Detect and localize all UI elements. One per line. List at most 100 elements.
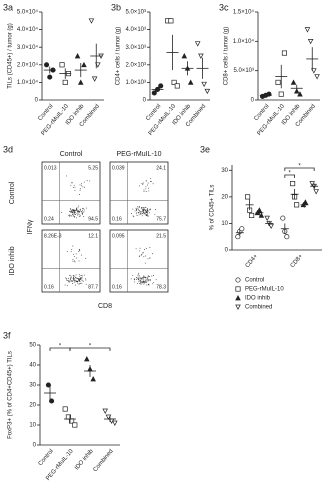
point (294, 202, 300, 208)
point (45, 382, 51, 388)
event-dot (81, 254, 82, 256)
event-dot (136, 211, 138, 213)
event-dot (73, 280, 75, 282)
event-dot (77, 281, 79, 283)
event-dot (83, 216, 85, 217)
point (245, 194, 251, 200)
event-dot (70, 211, 71, 213)
panel-label: 3b (111, 2, 121, 12)
y-tick-label: 3.0×10³ (125, 45, 146, 51)
event-dot (148, 187, 149, 189)
event-dot (145, 213, 147, 215)
event-dot (147, 276, 149, 278)
event-dot (143, 189, 145, 191)
event-dot (78, 210, 80, 212)
event-dot (150, 178, 152, 180)
event-dot (79, 249, 81, 251)
event-dot (82, 209, 84, 211)
point (302, 199, 309, 205)
point (168, 18, 174, 24)
event-dot (78, 216, 80, 217)
event-dot (145, 210, 147, 212)
event-dot (140, 213, 142, 214)
event-dot (139, 210, 141, 212)
point (43, 62, 50, 68)
column-header: Control (60, 151, 83, 158)
x-tick-label: Control (38, 448, 55, 467)
y-tick-label: 5.0×10⁴ (17, 9, 39, 16)
event-dot (81, 280, 83, 281)
event-dot (139, 211, 141, 213)
point (181, 53, 188, 59)
event-dot (141, 253, 143, 255)
event-dot (140, 277, 142, 279)
event-dot (73, 255, 75, 257)
event-dot (72, 187, 74, 188)
event-dot (140, 282, 142, 284)
event-dot (132, 208, 134, 210)
event-dot (151, 253, 153, 255)
significance-label: * (298, 164, 301, 170)
quadrant-value: 8.26E-3 (44, 233, 62, 239)
event-dot (72, 280, 74, 282)
event-dot (148, 209, 150, 211)
event-dot (77, 210, 79, 212)
event-dot (144, 279, 146, 281)
event-dot (68, 277, 70, 279)
event-dot (138, 185, 140, 187)
quadrant-value: 0.24 (44, 216, 54, 222)
event-dot (73, 210, 75, 212)
event-dot (149, 276, 151, 278)
event-dot (141, 278, 143, 280)
point (235, 234, 241, 240)
y-tick-label: 0 (225, 248, 229, 254)
event-dot (140, 211, 142, 213)
event-dot (76, 209, 78, 211)
event-dot (61, 211, 63, 213)
y-tick-label: 2.0×10³ (125, 62, 146, 68)
y-tick-label: 20 (29, 403, 36, 409)
event-dot (79, 189, 81, 191)
event-dot (150, 181, 151, 183)
significance-bracket (69, 347, 111, 351)
event-dot (143, 283, 145, 285)
event-dot (135, 279, 137, 281)
point (72, 422, 78, 428)
event-dot (149, 208, 151, 210)
event-dot (138, 282, 140, 284)
point (239, 226, 245, 232)
event-dot (79, 208, 81, 210)
event-dot (141, 212, 143, 214)
flow-plot-frame (109, 229, 169, 293)
event-dot (142, 182, 144, 184)
event-dot (152, 183, 154, 185)
event-dot (135, 207, 137, 209)
event-dot (148, 190, 150, 192)
point (81, 61, 87, 68)
y-axis-label: CD4+ cells / tumor (g) (116, 27, 122, 86)
event-dot (80, 278, 82, 280)
event-dot (146, 214, 148, 215)
event-dot (142, 276, 143, 278)
event-dot (139, 206, 141, 208)
event-dot (151, 275, 153, 277)
point (290, 79, 297, 85)
event-dot (140, 208, 142, 210)
point (95, 62, 101, 68)
point (204, 88, 211, 95)
event-dot (140, 213, 142, 215)
event-dot (144, 209, 146, 211)
event-dot (71, 211, 73, 213)
event-dot (145, 191, 147, 193)
quadrant-value: 0.013 (44, 165, 57, 171)
event-dot (75, 274, 77, 276)
event-dot (72, 245, 74, 247)
event-dot (141, 215, 143, 217)
event-dot (74, 210, 76, 212)
event-dot (75, 280, 77, 282)
event-dot (134, 210, 136, 212)
event-dot (145, 280, 147, 282)
event-dot (82, 186, 84, 188)
event-dot (81, 282, 83, 284)
point (77, 79, 84, 85)
